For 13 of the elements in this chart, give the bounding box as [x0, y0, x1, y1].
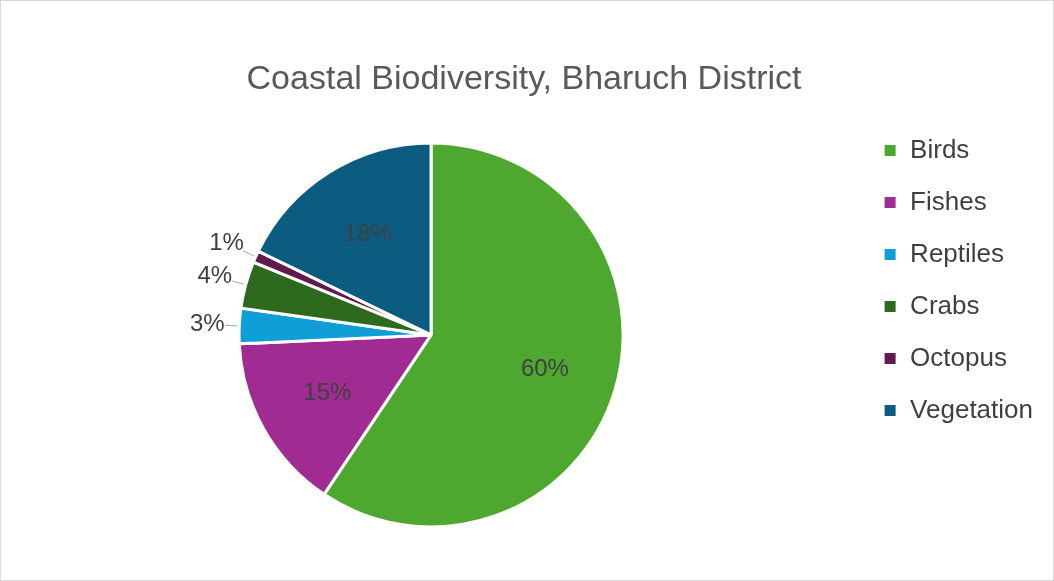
data-label: 15%	[303, 377, 352, 405]
data-label: 60%	[520, 354, 569, 382]
data-label: 3%	[189, 309, 225, 337]
legend-label: Birds	[910, 133, 970, 164]
chart-title: Coastal Biodiversity, Bharuch District	[246, 57, 802, 96]
legend-label: Reptiles	[910, 237, 1005, 268]
legend-label: Crabs	[910, 289, 980, 320]
legend-label: Octopus	[910, 341, 1007, 372]
legend-label: Vegetation	[910, 393, 1033, 424]
data-label: 18%	[343, 218, 392, 246]
legend-label: Fishes	[910, 185, 987, 216]
data-label: 4%	[197, 260, 233, 288]
data-label: 1%	[209, 228, 244, 256]
